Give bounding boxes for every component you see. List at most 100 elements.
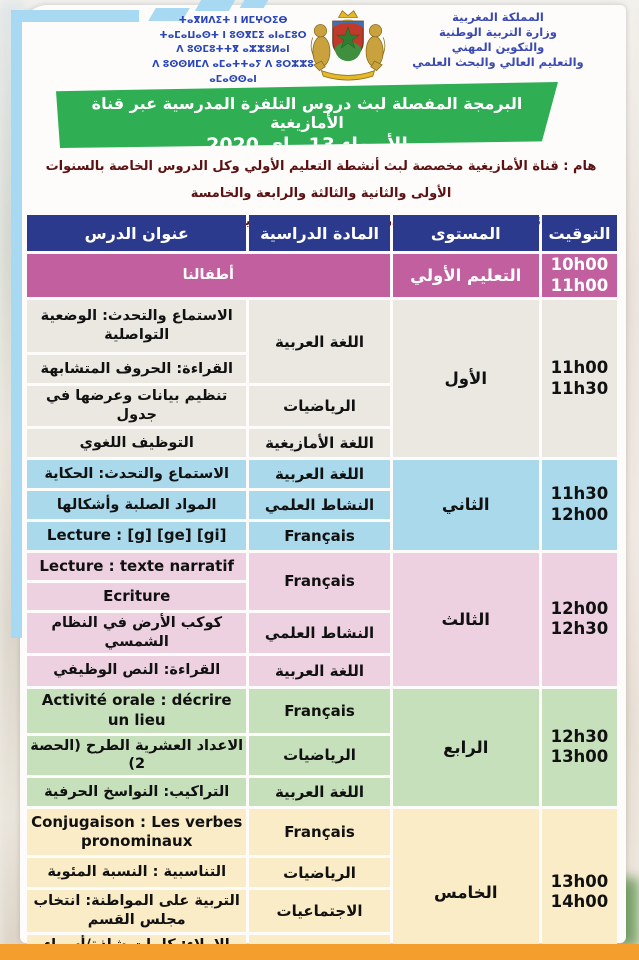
ministry-arabic-text: المملكة المغربية وزارة التربية الوطنية و… — [398, 10, 598, 70]
table-row: 12h30 13h00 الرابع Français Activité ora… — [27, 688, 617, 807]
cell-time: 11h30 12h00 — [541, 459, 617, 550]
cell-subject: Français — [249, 688, 390, 733]
ministry-line: وزارة التربية الوطنية — [439, 24, 557, 39]
time-start: 12h30 — [550, 726, 609, 746]
cell-subject: اللغة العربية — [249, 459, 390, 488]
cell-lesson: كوكب الأرض في النظام الشمسي — [27, 612, 247, 653]
time-end: 11h00 — [550, 275, 609, 295]
cell-lesson: Conjugaison : Les verbes pronominaux — [27, 809, 247, 856]
table-row: الاجتماعيات التربية على المواطنة: انتخاب… — [27, 890, 617, 933]
cell-time: 12h00 12h30 — [541, 552, 617, 686]
cell-subject: اللغة العربية — [249, 655, 390, 686]
ministry-line: والتكوين المهني — [451, 39, 545, 54]
cell-subject: Français — [249, 521, 390, 550]
tifinagh-line: ⴷ ⵓⵙⵎⵓⵜⵜⴳ ⴰⵣⵣⵓⵍⴰⵏ — [176, 44, 290, 56]
cell-lesson: تنظيم بيانات وعرضها في جدول — [27, 386, 247, 426]
table-row: 11h30 12h00 الثاني اللغة العربية الاستما… — [27, 459, 617, 550]
cell-subject: الرياضيات — [249, 386, 390, 426]
time-end: 12h30 — [550, 619, 609, 639]
table-row: النشاط العلمي كوكب الأرض في النظام الشمس… — [27, 612, 617, 653]
cell-lesson: Activité orale : décrire un lieu — [27, 688, 247, 733]
notice-line-1: هام : قناة الأمازيغية مخصصة لبث أنشطة ال… — [45, 159, 597, 202]
cell-subject: الرياضيات — [249, 735, 390, 776]
table-row: Français Lecture : [g] [ge] [gi] — [27, 521, 617, 550]
cell-level: الخامس — [392, 809, 539, 960]
cell-subject: الاجتماعيات — [249, 890, 390, 933]
col-header-level: المستوى — [392, 215, 539, 251]
cell-level: الأول — [392, 300, 539, 457]
table-row: اللغة الأمازيغية التوظيف اللغوي — [27, 428, 617, 457]
table-header-row: التوقيت المستوى المادة الدراسية عنوان ال… — [27, 215, 617, 251]
cell-lesson: المواد الصلبة وأشكالها — [27, 490, 247, 519]
table-row: اللغة العربية التراكيب: النواسخ الحرفية — [27, 778, 617, 807]
cell-lesson: التناسبية : النسبة المئوية — [27, 858, 247, 888]
program-title: البرمجة المفصلة لبث دروس التلفزة المدرسي… — [91, 94, 523, 132]
table-row: 11h00 11h30 الأول اللغة العربية الاستماع… — [27, 300, 617, 457]
tifinagh-line: ⴷ ⵓⵙⵙⵍⵎⴷ ⴰⵎⴰⵜⵜⴰⵢ ⴷ ⵓⵔⵣⵣⵓ ⴰⵎⴰⵙⵙⴰⵏ — [152, 59, 314, 85]
cell-subject: Français — [249, 552, 390, 610]
frame-slash-3 — [239, 0, 269, 8]
cell-lesson: الاستماع والتحدث: الوضعية التواصلية — [27, 300, 247, 353]
time-start: 11h30 — [550, 484, 609, 504]
ministry-line: والتعليم العالي والبحث العلمي — [412, 54, 584, 69]
table-row: اللغة العربية القراءة: النص الوظيفي — [27, 655, 617, 686]
cell-subject: اللغة العربية — [249, 300, 390, 384]
ministry-tifinagh-text: ⵜⴰⴳⵍⴷⵉⵜ ⵏ ⵍⵎⵖⵔⵉⴱ ⵜⴰⵎⴰⵡⴰⵙⵜ ⵏ ⵓⵙⴳⵎⵉ ⴰⵏⴰⵎⵓⵔ… — [138, 14, 328, 88]
time-start: 12h00 — [550, 598, 609, 618]
cell-lesson: Lecture : [g] [ge] [gi] — [27, 521, 247, 550]
cell-level: الثاني — [392, 459, 539, 550]
tifinagh-line: ⵜⴰⵎⴰⵡⴰⵙⵜ ⵏ ⵓⵙⴳⵎⵉ ⴰⵏⴰⵎⵓⵔ — [159, 29, 307, 41]
table-row: النشاط العلمي المواد الصلبة وأشكالها — [27, 490, 617, 519]
cell-subject: النشاط العلمي — [249, 490, 390, 519]
time-end: 12h00 — [550, 504, 609, 524]
cell-lesson: القراءة: النص الوظيفي — [27, 655, 247, 686]
frame-bar-top — [11, 10, 139, 22]
table-row: 13h00 14h00 الخامس Français Conjugaison … — [27, 809, 617, 960]
cell-lesson: التربية على المواطنة: انتخاب مجلس القسم — [27, 890, 247, 933]
cell-subject: اللغة العربية — [249, 778, 390, 807]
cell-time: 11h00 11h30 — [541, 300, 617, 457]
col-header-lesson: عنوان الدرس — [27, 215, 247, 251]
frame-slash-2 — [194, 0, 236, 11]
cell-subject: اللغة الأمازيغية — [249, 428, 390, 457]
table-row: القراءة: الحروف المتشابهة — [27, 355, 617, 384]
table-row: Ecriture — [27, 582, 617, 610]
cell-time: 10h00 11h00 — [541, 254, 617, 298]
col-header-subject: المادة الدراسية — [249, 215, 390, 251]
time-start: 11h00 — [550, 357, 609, 377]
schedule-table: التوقيت المستوى المادة الدراسية عنوان ال… — [24, 212, 620, 960]
time-end: 13h00 — [550, 747, 609, 767]
title-banner: البرمجة المفصلة لبث دروس التلفزة المدرسي… — [56, 82, 558, 148]
table-row: 12h00 12h30 الثالث Français Lecture : te… — [27, 552, 617, 686]
cell-lesson: أطفالنا — [27, 254, 390, 298]
cell-lesson: الاستماع والتحدث: الحكاية — [27, 459, 247, 488]
cell-time: 13h00 14h00 — [541, 809, 617, 960]
cell-level: الرابع — [392, 688, 539, 807]
table-row: الرياضيات التناسبية : النسبة المئوية — [27, 858, 617, 888]
coat-of-arms-icon — [310, 10, 386, 81]
cell-subject: النشاط العلمي — [249, 612, 390, 653]
ministry-line: المملكة المغربية — [452, 10, 544, 24]
cell-lesson: الاعداد العشرية الطرح (الحصة 2) — [27, 735, 247, 776]
table-row: الرياضيات الاعداد العشرية الطرح (الحصة 2… — [27, 735, 617, 776]
cell-lesson: Lecture : texte narratif — [27, 552, 247, 580]
tifinagh-line: ⵜⴰⴳⵍⴷⵉⵜ ⵏ ⵍⵎⵖⵔⵉⴱ — [178, 15, 288, 26]
frame-bar-left — [11, 10, 22, 638]
cell-subject: Français — [249, 809, 390, 856]
col-header-time: التوقيت — [541, 215, 617, 251]
time-end: 14h00 — [550, 892, 609, 912]
time-start: 13h00 — [550, 871, 609, 891]
bottom-orange-bar — [0, 944, 639, 960]
time-start: 10h00 — [550, 255, 609, 274]
cell-subject: الرياضيات — [249, 858, 390, 888]
cell-lesson: Ecriture — [27, 582, 247, 610]
cell-time: 12h30 13h00 — [541, 688, 617, 807]
cell-lesson: التوظيف اللغوي — [27, 428, 247, 457]
background-top-edge — [0, 0, 639, 8]
time-end: 11h30 — [550, 378, 609, 398]
table-row: الرياضيات تنظيم بيانات وعرضها في جدول — [27, 386, 617, 426]
cell-level: الثالث — [392, 552, 539, 686]
table-row: 10h00 11h00 التعليم الأولي أطفالنا — [27, 254, 617, 298]
cell-lesson: القراءة: الحروف المتشابهة — [27, 355, 247, 384]
